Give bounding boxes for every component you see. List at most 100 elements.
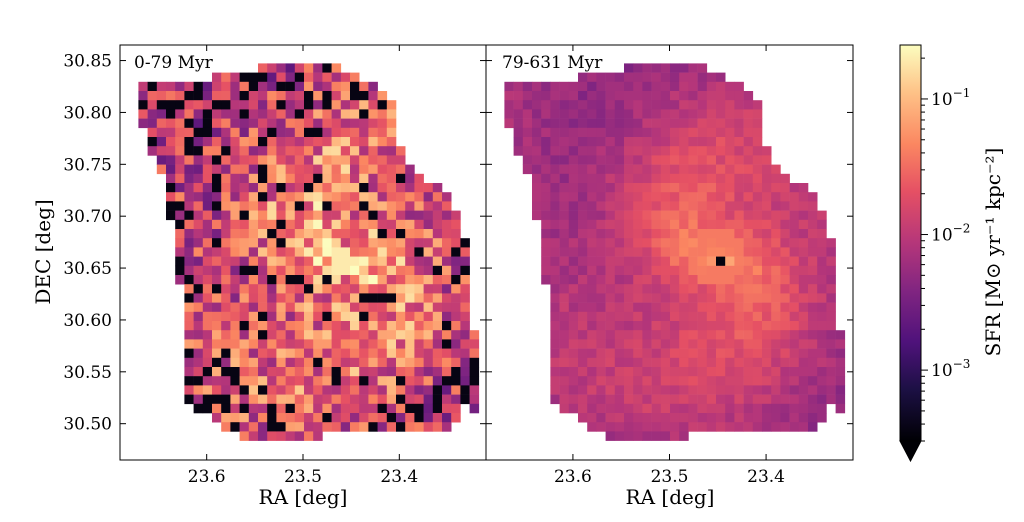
heatmap-cell xyxy=(688,330,698,340)
heatmap-cell xyxy=(396,229,406,239)
heatmap-cell xyxy=(614,265,625,276)
heatmap-cell xyxy=(359,192,369,202)
heatmap-cell xyxy=(587,339,597,349)
heatmap-cell xyxy=(386,293,397,303)
heatmap-cell xyxy=(651,348,662,359)
heatmap-cell xyxy=(359,256,369,267)
heatmap-cell xyxy=(670,219,680,230)
y-tick-label: 30.50 xyxy=(63,415,112,435)
heatmap-cell xyxy=(340,339,351,349)
heatmap-cell xyxy=(587,183,597,193)
heatmap-cell xyxy=(258,81,268,92)
heatmap-cell xyxy=(559,293,570,303)
heatmap-cell xyxy=(826,311,836,322)
heatmap-cell xyxy=(212,173,222,184)
heatmap-cell xyxy=(230,137,240,147)
heatmap-cell xyxy=(780,284,790,294)
heatmap-cell xyxy=(789,311,800,322)
heatmap-cell xyxy=(688,155,698,165)
heatmap-cell xyxy=(752,118,763,129)
heatmap-cell xyxy=(248,348,259,359)
panel-79-631-myr: 79-631 Myr 23.6 23.5 23.4 RA [deg] xyxy=(485,44,854,509)
heatmap-cell xyxy=(798,183,809,193)
heatmap-cell xyxy=(504,100,514,110)
heatmap-cell xyxy=(285,137,296,147)
heatmap-cell xyxy=(587,394,597,405)
heatmap-cell xyxy=(734,293,744,303)
heatmap-cell xyxy=(752,284,763,294)
heatmap-cell xyxy=(605,229,616,239)
heatmap-cell xyxy=(587,284,597,294)
heatmap-cell xyxy=(230,422,240,432)
heatmap-cell xyxy=(614,348,625,359)
heatmap-cell xyxy=(285,164,296,175)
heatmap-cell xyxy=(451,321,461,331)
heatmap-cell xyxy=(688,348,698,359)
heatmap-cell xyxy=(660,137,671,147)
heatmap-cell xyxy=(578,100,588,110)
heatmap-cell xyxy=(230,284,240,294)
heatmap-cell xyxy=(780,238,790,248)
heatmap-cell xyxy=(734,311,744,322)
heatmap-cell xyxy=(725,413,735,423)
heatmap-cell xyxy=(322,330,332,340)
heatmap-cell xyxy=(716,192,726,202)
heatmap-cell xyxy=(624,183,634,193)
heatmap-cell xyxy=(670,229,680,239)
heatmap-cell xyxy=(633,422,643,432)
heatmap-cell xyxy=(193,146,204,156)
heatmap-cell xyxy=(230,357,240,368)
heatmap-cell xyxy=(679,394,689,405)
heatmap-cell xyxy=(267,183,277,193)
heatmap-cell xyxy=(239,137,250,147)
heatmap-cell xyxy=(368,321,378,331)
heatmap-cell xyxy=(212,394,222,405)
heatmap-cell xyxy=(285,210,296,221)
heatmap-cell xyxy=(331,100,342,110)
heatmap-cell xyxy=(423,394,434,405)
heatmap-cell xyxy=(202,201,213,211)
heatmap-cell xyxy=(679,127,689,138)
heatmap-cell xyxy=(313,413,323,423)
heatmap-cell xyxy=(166,155,176,165)
heatmap-cell xyxy=(313,81,323,92)
heatmap-cell xyxy=(559,91,570,101)
heatmap-cell xyxy=(798,265,809,276)
heatmap-cell xyxy=(614,367,625,377)
heatmap-cell xyxy=(679,431,689,441)
heatmap-cell xyxy=(716,403,726,414)
heatmap-cell xyxy=(697,155,708,165)
heatmap-cell xyxy=(258,357,268,368)
heatmap-cell xyxy=(605,146,616,156)
heatmap-cell xyxy=(313,155,323,165)
heatmap-cell xyxy=(725,403,735,414)
heatmap-cell xyxy=(442,367,452,377)
heatmap-cell xyxy=(651,210,662,221)
heatmap-cell xyxy=(670,284,680,294)
heatmap-cell xyxy=(248,293,259,303)
heatmap-cell xyxy=(596,192,606,202)
heatmap-cell xyxy=(633,376,643,386)
heatmap-cell xyxy=(550,376,560,386)
heatmap-cell xyxy=(706,403,717,414)
heatmap-cell xyxy=(239,210,250,221)
heatmap-cell xyxy=(789,219,800,230)
heatmap-cell xyxy=(614,201,625,211)
heatmap-cell xyxy=(642,413,652,423)
heatmap-cell xyxy=(414,394,424,405)
heatmap-cell xyxy=(716,311,726,322)
heatmap-cell xyxy=(368,422,378,432)
heatmap-cell xyxy=(221,81,231,92)
heatmap-cell xyxy=(386,127,397,138)
heatmap-cell xyxy=(624,265,634,276)
heatmap-cell xyxy=(780,311,790,322)
heatmap-cell xyxy=(202,330,213,340)
heatmap-cell xyxy=(633,63,643,73)
heatmap-cell xyxy=(239,385,250,395)
heatmap-cell xyxy=(826,302,836,313)
heatmap-cell xyxy=(743,210,754,221)
heatmap-cell xyxy=(716,100,726,110)
heatmap-cell xyxy=(202,302,213,313)
heatmap-cell xyxy=(405,201,415,211)
heatmap-cell xyxy=(340,183,351,193)
